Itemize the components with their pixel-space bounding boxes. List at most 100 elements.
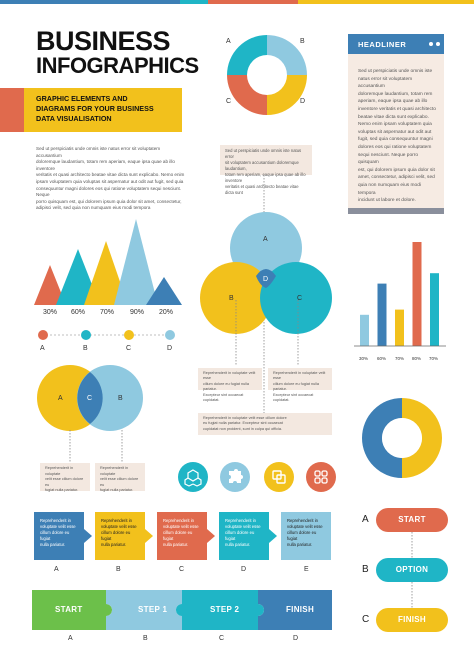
venn3-label-b: B xyxy=(229,295,234,302)
triangle-pct-4: 90% xyxy=(130,309,145,316)
subtitle-banner: GRAPHIC ELEMENTS AND DIAGRAMS FOR YOUR B… xyxy=(24,88,182,132)
bar-tick-2: 60% xyxy=(377,356,387,361)
donut-top-segment-a xyxy=(227,35,267,75)
bar-tick-5: 70% xyxy=(429,356,439,361)
venn2-label-b: B xyxy=(118,395,123,402)
triangle-4 xyxy=(114,219,158,305)
puzzle-step-2: STEP 2 xyxy=(210,605,240,614)
pill-start: START xyxy=(376,508,448,532)
bar-3 xyxy=(395,309,404,346)
subtitle-line3: DATA VISUALISATION xyxy=(36,114,112,123)
headliner-text: Sed ut perspiciatis unde omnis iste natu… xyxy=(358,69,436,204)
pill-connector-1 xyxy=(411,532,413,558)
pill-label-a: A xyxy=(362,514,369,525)
headliner-title: HEADLINER xyxy=(358,40,407,49)
flow-label-a: A xyxy=(54,566,59,573)
flow-label-b: B xyxy=(116,566,121,573)
puzzle-step-start: START xyxy=(55,605,83,614)
flow-label-c: C xyxy=(179,566,185,573)
pill-finish: FINISH xyxy=(376,608,448,632)
pill-option: OPTION xyxy=(376,558,448,582)
puzzle-label-b: B xyxy=(143,635,148,642)
donut-top-label-c: C xyxy=(226,98,232,105)
puzzle-piece-finish xyxy=(258,590,332,630)
subtitle-red-block xyxy=(0,88,24,132)
venn3-note-left: Reprehenderit in voluptate velit esse ci… xyxy=(198,368,262,402)
intro-paragraph: Sed ut perspiciatis unde omnis iste natu… xyxy=(36,146,185,211)
page-title-line1: BUSINESS xyxy=(36,26,171,56)
venn2-note-right: Reprehenderit in voluptate velit esse ci… xyxy=(95,463,145,492)
headliner-bottom-bar xyxy=(348,208,444,214)
dot-d xyxy=(165,330,175,340)
apps-icon xyxy=(306,462,336,492)
venn3-circle-b xyxy=(200,262,272,334)
triangle-pct-1: 30% xyxy=(43,309,58,316)
venn3-center-d xyxy=(256,269,276,288)
venn2-label-a: A xyxy=(58,395,63,402)
layers-icon xyxy=(264,462,294,492)
donut-top-segment-b xyxy=(267,35,307,75)
flow-box-b: Reprehenderit in voluptate velit esse ci… xyxy=(95,512,145,560)
flow-arrow-c xyxy=(207,529,215,543)
top-strip-teal xyxy=(180,0,208,4)
venn-two-diagram xyxy=(37,365,143,431)
triangle-chart xyxy=(34,219,182,305)
puzzle-piece-start xyxy=(32,590,112,630)
puzzle-piece-step2 xyxy=(176,590,264,630)
dot-label-a: A xyxy=(40,345,45,352)
bar-2 xyxy=(377,283,387,346)
venn3-note-bottom: Reprehenderit in voluptate velit esse ci… xyxy=(198,413,332,435)
venn3-label-a: A xyxy=(263,236,268,243)
triangle-pct-5: 20% xyxy=(159,309,174,316)
pill-label-b: B xyxy=(362,564,369,575)
puzzle-step-finish: FINISH xyxy=(286,605,315,614)
venn2-connectors xyxy=(69,430,123,462)
puzzle-label-d: D xyxy=(293,635,299,642)
page-title-line2: INFOGRAPHICS xyxy=(36,53,199,78)
triangle-1 xyxy=(34,265,66,305)
flow-box-c: Reprehenderit in voluptate velit esse ci… xyxy=(157,512,207,560)
flow-arrow-d xyxy=(269,529,277,543)
bar-4 xyxy=(412,242,422,346)
headliner-dot-1 xyxy=(429,42,433,46)
triangle-pct-2: 60% xyxy=(71,309,86,316)
dot-connector xyxy=(38,330,175,340)
venn2-label-c: C xyxy=(87,395,93,402)
puzzle-piece-step1 xyxy=(106,590,182,630)
dot-a xyxy=(38,330,48,340)
headliner-dot-2 xyxy=(436,42,440,46)
bar-5 xyxy=(430,273,439,346)
puzzle-step-1: STEP 1 xyxy=(138,605,168,614)
dot-b xyxy=(81,330,91,340)
top-strip-yellow xyxy=(298,0,474,4)
venn3-label-d: D xyxy=(263,276,269,283)
pill-label-c: C xyxy=(362,614,370,625)
donut-chart-right xyxy=(362,398,442,478)
venn3-note-right: Reprehenderit in voluptate velit esse ci… xyxy=(268,368,332,402)
flow-box-e: Reprehenderit in voluptate velit esse ci… xyxy=(281,512,331,560)
donut-top-label-d: D xyxy=(300,98,306,105)
pill-connector-2 xyxy=(411,582,413,608)
cubes-icon xyxy=(178,462,208,492)
headliner-bar: HEADLINER xyxy=(348,34,444,54)
bar-chart xyxy=(354,242,446,347)
flow-box-a: Reprehenderit in voluptate velit esse ci… xyxy=(34,512,84,560)
flow-box-d: Reprehenderit in voluptate velit esse ci… xyxy=(219,512,269,560)
venn3-circle-c xyxy=(260,262,332,334)
headliner-panel: HEADLINER Sed ut perspiciatis unde omnis… xyxy=(348,34,444,214)
triangle-pct-3: 70% xyxy=(100,309,115,316)
venn2-overlap-c xyxy=(77,372,103,424)
dot-c xyxy=(124,330,134,340)
puzzle-steps xyxy=(32,590,332,630)
flow-label-e: E xyxy=(304,566,309,573)
triangle-3 xyxy=(84,241,128,305)
donut-top-segment-c xyxy=(227,75,267,115)
flow-arrow-a xyxy=(84,529,92,543)
venn2-note-left: Reprehenderit in voluptate velit esse ci… xyxy=(40,463,90,492)
subtitle-line2: DIAGRAMS FOR YOUR BUSINESS xyxy=(36,104,154,113)
donut-top-label-a: A xyxy=(226,38,231,45)
bar-tick-1: 30% xyxy=(359,356,369,361)
top-strip-red xyxy=(208,0,298,4)
subtitle-line1: GRAPHIC ELEMENTS AND xyxy=(36,94,128,103)
flow-arrow-b xyxy=(145,529,153,543)
